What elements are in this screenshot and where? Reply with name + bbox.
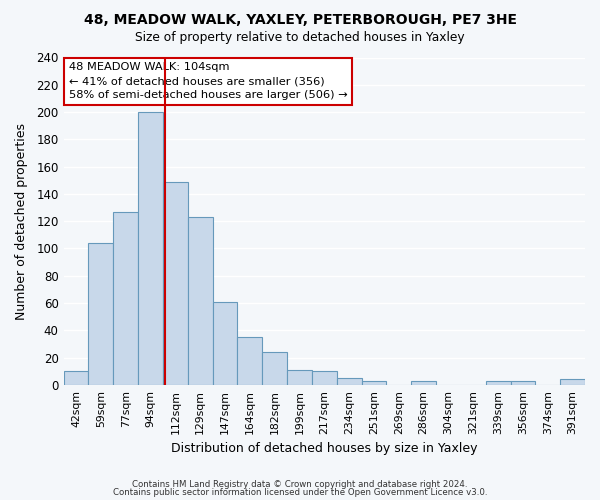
Text: Contains HM Land Registry data © Crown copyright and database right 2024.: Contains HM Land Registry data © Crown c… [132, 480, 468, 489]
Text: Contains public sector information licensed under the Open Government Licence v3: Contains public sector information licen… [113, 488, 487, 497]
Bar [411, 380, 436, 385]
Bar [560, 380, 585, 385]
Bar [511, 380, 535, 385]
Text: 48 MEADOW WALK: 104sqm
← 41% of detached houses are smaller (356)
58% of semi-de: 48 MEADOW WALK: 104sqm ← 41% of detached… [69, 62, 347, 100]
Bar [138, 112, 163, 385]
X-axis label: Distribution of detached houses by size in Yaxley: Distribution of detached houses by size … [171, 442, 478, 455]
Bar [262, 352, 287, 385]
Bar [485, 380, 511, 385]
Bar [287, 370, 312, 385]
Bar [212, 302, 238, 385]
Bar [113, 212, 138, 385]
Bar [312, 371, 337, 385]
Text: Size of property relative to detached houses in Yaxley: Size of property relative to detached ho… [135, 31, 465, 44]
Y-axis label: Number of detached properties: Number of detached properties [15, 122, 28, 320]
Bar [238, 337, 262, 385]
Bar [64, 371, 88, 385]
Bar [337, 378, 362, 385]
Bar [163, 182, 188, 385]
Bar [188, 217, 212, 385]
Bar [362, 380, 386, 385]
Bar [88, 243, 113, 385]
Text: 48, MEADOW WALK, YAXLEY, PETERBOROUGH, PE7 3HE: 48, MEADOW WALK, YAXLEY, PETERBOROUGH, P… [83, 12, 517, 26]
